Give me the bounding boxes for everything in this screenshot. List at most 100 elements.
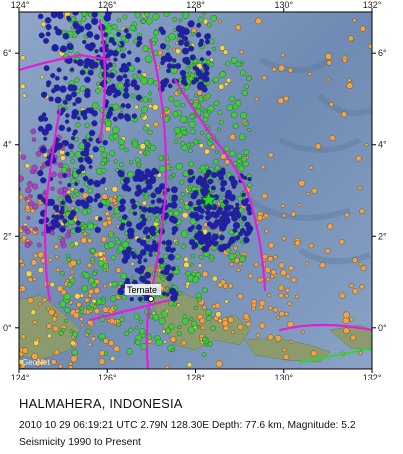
quake-dot (160, 270, 165, 275)
quake-dot (97, 202, 104, 209)
quake-dot (66, 172, 72, 178)
quake-dot (168, 96, 175, 102)
quake-dot (19, 358, 24, 365)
quake-dot (188, 239, 196, 246)
quake-dot (129, 198, 136, 205)
quake-dot (142, 228, 149, 235)
quake-dot (189, 72, 196, 79)
quake-dot (122, 241, 129, 249)
quake-dot (37, 13, 44, 20)
quake-dot (101, 151, 108, 158)
quake-dot (287, 67, 293, 73)
axis-ticks: 124° 124° 126° 126° 128° 128° 130° 130° 132° 132°… (3, 0, 387, 380)
quake-dot (140, 177, 145, 182)
quake-dot (227, 316, 234, 323)
quake-dot (223, 145, 230, 152)
quake-dot (54, 214, 61, 221)
quake-dot (190, 31, 195, 36)
quake-dot (213, 76, 220, 83)
quake-dot (24, 163, 30, 169)
quake-dot (273, 254, 278, 260)
quake-dot (22, 347, 29, 354)
quake-dot (157, 268, 162, 273)
quake-dot (84, 297, 90, 303)
quake-dot (131, 113, 138, 119)
quake-dot (190, 192, 198, 200)
quake-dot (211, 233, 219, 241)
quake-dot (231, 57, 238, 64)
quake-dot (352, 288, 359, 295)
quake-dot (93, 34, 100, 40)
quake-dot (120, 35, 127, 42)
quake-dot (94, 308, 100, 314)
quake-dot (79, 164, 85, 170)
quake-dot (152, 13, 160, 21)
quake-dot (151, 41, 156, 46)
quake-dot (63, 75, 68, 81)
quake-dot (229, 150, 236, 157)
quake-dot (72, 102, 77, 107)
quake-dot (219, 193, 224, 198)
quake-dot (300, 329, 305, 334)
quake-dot (189, 114, 195, 120)
quake-dot (223, 217, 231, 225)
quake-dot (182, 35, 188, 42)
quake-dot (51, 171, 57, 178)
quake-dot (100, 161, 105, 167)
quake-dot (359, 25, 366, 32)
lat-tick-label-left: 2° (3, 231, 12, 241)
lon-tick-label-top: 132° (363, 0, 382, 10)
quake-dot (53, 349, 60, 356)
quake-dot (70, 355, 78, 363)
quake-dot (19, 194, 24, 201)
quake-dot (48, 96, 54, 102)
quake-dot (56, 285, 64, 292)
quake-dot (104, 186, 108, 191)
quake-dot (121, 46, 126, 52)
quake-dot (174, 139, 179, 144)
lat-tick-label-left: 6° (3, 48, 12, 58)
quake-dot (181, 244, 186, 249)
quake-dot (143, 125, 149, 131)
quake-dot (166, 68, 171, 74)
quake-dot (284, 311, 289, 316)
quake-dot (46, 323, 52, 329)
quake-dot (158, 155, 164, 161)
quake-dot (61, 140, 67, 145)
quake-dot (180, 103, 186, 108)
quake-dot (217, 110, 223, 116)
quake-dot (32, 277, 37, 282)
quake-dot (150, 192, 157, 199)
quake-dot (190, 128, 196, 135)
quake-dot (187, 177, 194, 184)
quake-dot (70, 340, 76, 346)
quake-dot (204, 240, 210, 246)
quake-dot (83, 147, 90, 153)
quake-dot (124, 331, 129, 336)
quake-dot (199, 318, 205, 324)
quake-dot (25, 204, 30, 210)
quake-dot (246, 75, 252, 82)
quake-dot (125, 32, 132, 39)
quake-dot (122, 214, 128, 220)
quake-dot (291, 277, 297, 283)
lat-tick-label-right: 4° (378, 140, 387, 150)
quake-dot (59, 300, 67, 308)
quake-dot (188, 161, 195, 167)
quake-dot (344, 212, 350, 218)
quake-dot (102, 263, 109, 270)
quake-dot (69, 329, 74, 333)
lon-tick-label-bottom: 124° (11, 373, 30, 380)
quake-dot (59, 226, 66, 233)
quake-dot (185, 66, 190, 71)
quake-dot (75, 97, 82, 104)
quake-dot (232, 227, 238, 233)
quake-dot (121, 295, 127, 300)
quake-dot (235, 202, 240, 207)
quake-dot (33, 253, 38, 258)
quake-dot (103, 32, 109, 38)
quake-dot (25, 228, 31, 235)
quake-dot (122, 91, 130, 99)
quake-dot (328, 102, 334, 107)
quake-dot (181, 74, 187, 80)
